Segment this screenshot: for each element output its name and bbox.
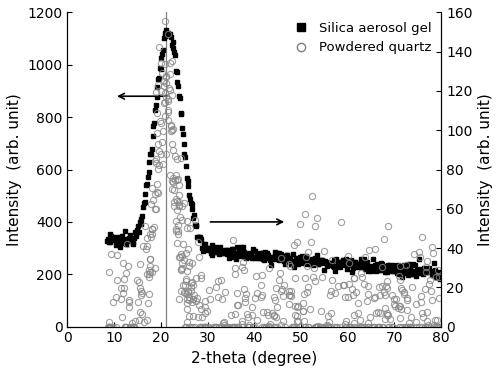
- X-axis label: 2-theta (degree): 2-theta (degree): [191, 351, 318, 366]
- Y-axis label: Intensity  (arb. unit): Intensity (arb. unit): [7, 93, 22, 246]
- Silica aerosol gel: [438, 274, 444, 278]
- Powdered quartz: [162, 19, 168, 23]
- Powdered quartz: [436, 296, 442, 300]
- Legend: Silica aerosol gel, Powdered quartz: Silica aerosol gel, Powdered quartz: [285, 19, 434, 57]
- Silica aerosol gel: [270, 257, 276, 261]
- Powdered quartz: [160, 129, 166, 134]
- Silica aerosol gel: [216, 245, 222, 249]
- Silica aerosol gel: [438, 276, 444, 281]
- Powdered quartz: [174, 178, 180, 182]
- Y-axis label: Intensity  (arb. unit): Intensity (arb. unit): [478, 93, 493, 246]
- Silica aerosol gel: [116, 235, 121, 239]
- Silica aerosol gel: [380, 264, 386, 268]
- Silica aerosol gel: [104, 238, 110, 243]
- Line: Silica aerosol gel: Silica aerosol gel: [106, 28, 443, 280]
- Silica aerosol gel: [254, 254, 260, 258]
- Line: Powdered quartz: Powdered quartz: [104, 18, 442, 330]
- Powdered quartz: [308, 240, 314, 244]
- Powdered quartz: [347, 325, 353, 329]
- Silica aerosol gel: [424, 269, 430, 273]
- Powdered quartz: [221, 323, 227, 327]
- Powdered quartz: [104, 325, 110, 329]
- Powdered quartz: [279, 287, 285, 291]
- Silica aerosol gel: [163, 28, 169, 32]
